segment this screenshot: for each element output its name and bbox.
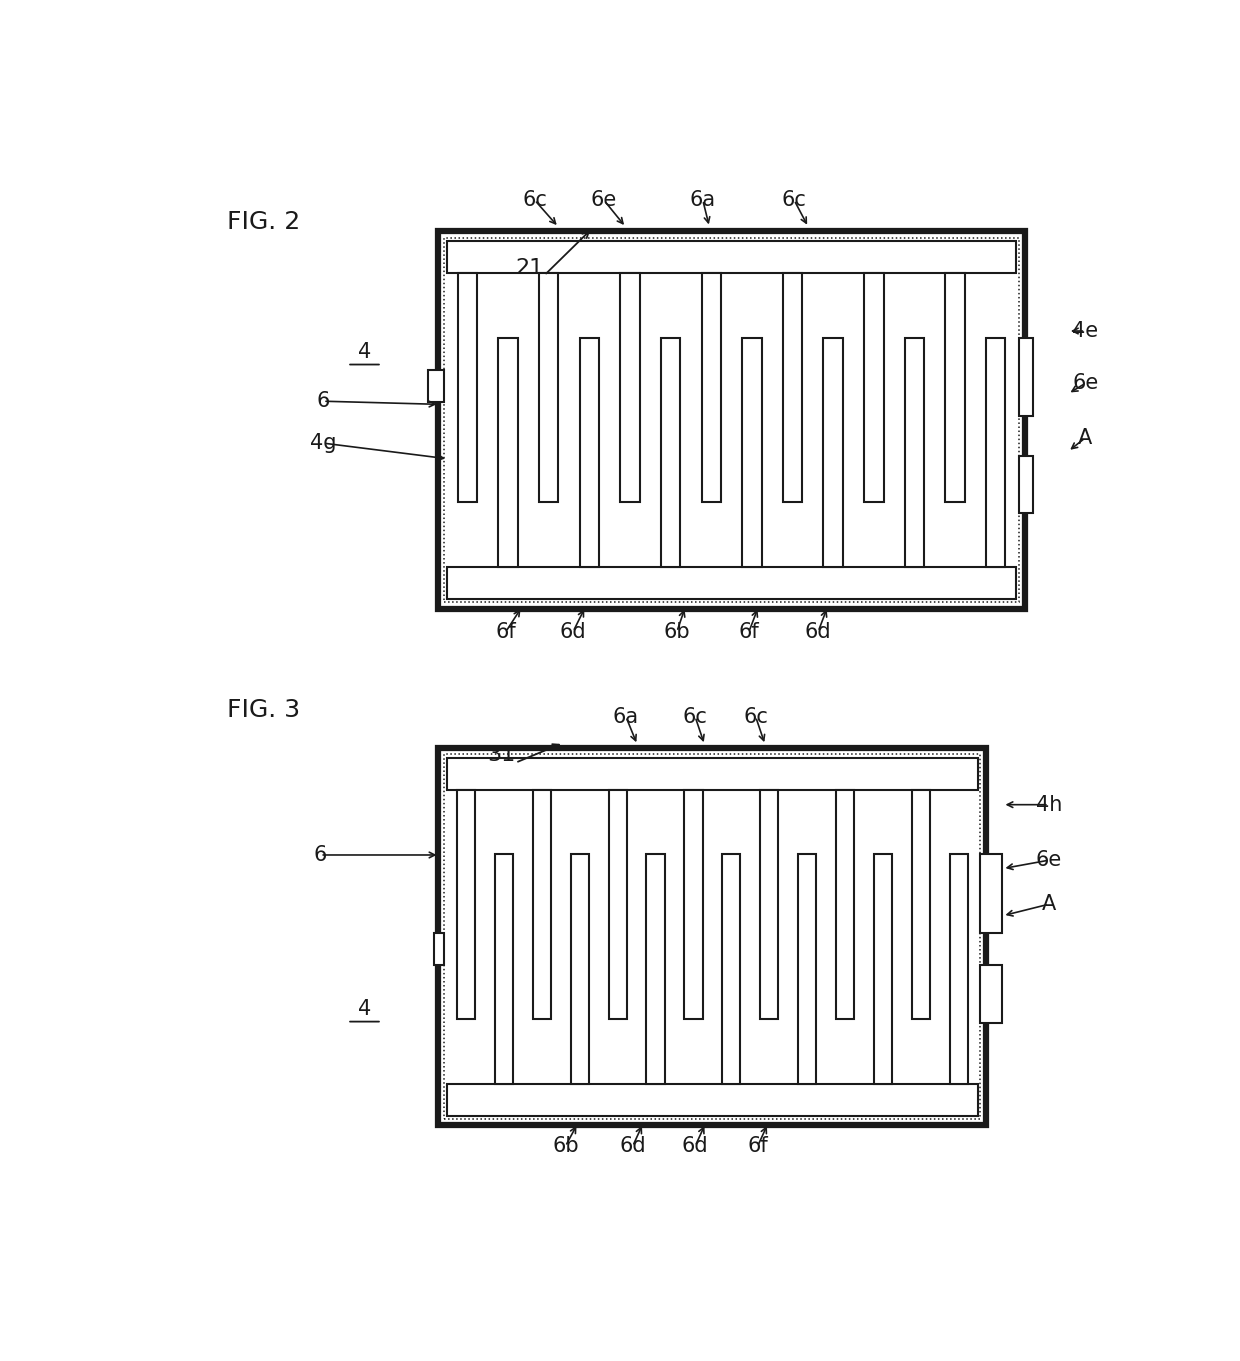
Bar bbox=[661, 338, 681, 568]
Bar bbox=[439, 749, 986, 1126]
Text: 6f: 6f bbox=[496, 622, 516, 642]
Text: 6d: 6d bbox=[682, 1136, 708, 1157]
Text: 6e: 6e bbox=[590, 191, 618, 210]
Bar bbox=[981, 965, 1002, 1022]
Bar bbox=[823, 338, 843, 568]
Text: A: A bbox=[1042, 894, 1055, 915]
Bar bbox=[448, 758, 977, 789]
Text: 31: 31 bbox=[487, 746, 515, 765]
Text: 6d: 6d bbox=[805, 622, 831, 642]
Text: 6c: 6c bbox=[743, 706, 768, 727]
Text: FIG. 3: FIG. 3 bbox=[227, 698, 300, 721]
Text: 6d: 6d bbox=[619, 1136, 646, 1157]
Text: 4e: 4e bbox=[1073, 321, 1099, 342]
Bar bbox=[986, 338, 1006, 568]
Bar bbox=[428, 370, 444, 401]
Bar bbox=[1019, 456, 1033, 513]
Bar bbox=[874, 855, 892, 1083]
Bar bbox=[495, 855, 513, 1083]
Text: A: A bbox=[1078, 427, 1092, 448]
Bar bbox=[439, 231, 1024, 608]
Bar bbox=[981, 855, 1002, 934]
Text: 6: 6 bbox=[314, 845, 327, 866]
Text: 6e: 6e bbox=[1073, 373, 1099, 393]
Bar bbox=[458, 274, 477, 502]
Text: 6: 6 bbox=[316, 391, 330, 411]
Bar bbox=[864, 274, 884, 502]
Bar bbox=[684, 789, 703, 1019]
Bar bbox=[646, 855, 665, 1083]
Bar bbox=[950, 855, 967, 1083]
Bar bbox=[743, 338, 761, 568]
Bar bbox=[609, 789, 626, 1019]
Bar bbox=[782, 274, 802, 502]
Bar bbox=[760, 789, 779, 1019]
Bar bbox=[799, 855, 816, 1083]
Bar bbox=[448, 1083, 977, 1116]
Text: 6c: 6c bbox=[683, 706, 708, 727]
Text: 4h: 4h bbox=[1035, 795, 1061, 815]
Text: 4g: 4g bbox=[310, 433, 336, 453]
Bar bbox=[498, 338, 518, 568]
Bar bbox=[539, 274, 558, 502]
Text: 6b: 6b bbox=[552, 1136, 579, 1157]
Text: 4: 4 bbox=[358, 342, 371, 362]
Bar bbox=[1019, 338, 1033, 416]
Bar bbox=[448, 568, 1016, 599]
Text: 6f: 6f bbox=[739, 622, 759, 642]
Bar bbox=[458, 789, 475, 1019]
Bar bbox=[945, 274, 965, 502]
Text: 4: 4 bbox=[358, 999, 371, 1019]
Text: 6c: 6c bbox=[781, 191, 806, 210]
Bar bbox=[702, 274, 720, 502]
Text: 6e: 6e bbox=[1035, 851, 1061, 870]
Bar bbox=[579, 338, 599, 568]
Text: 21: 21 bbox=[516, 259, 544, 278]
Text: 6a: 6a bbox=[613, 706, 639, 727]
Bar bbox=[448, 241, 1016, 274]
Bar bbox=[836, 789, 854, 1019]
Bar bbox=[722, 855, 740, 1083]
Bar bbox=[444, 754, 981, 1119]
Bar bbox=[444, 238, 1019, 603]
Bar bbox=[620, 274, 640, 502]
Text: 6d: 6d bbox=[559, 622, 587, 642]
Bar bbox=[911, 789, 930, 1019]
Text: 6a: 6a bbox=[689, 191, 715, 210]
Text: 6b: 6b bbox=[663, 622, 691, 642]
Bar bbox=[533, 789, 551, 1019]
Text: 6c: 6c bbox=[522, 191, 547, 210]
Bar bbox=[434, 934, 444, 965]
Bar bbox=[905, 338, 924, 568]
Text: FIG. 2: FIG. 2 bbox=[227, 211, 300, 234]
Bar bbox=[570, 855, 589, 1083]
Text: 6f: 6f bbox=[748, 1136, 768, 1157]
